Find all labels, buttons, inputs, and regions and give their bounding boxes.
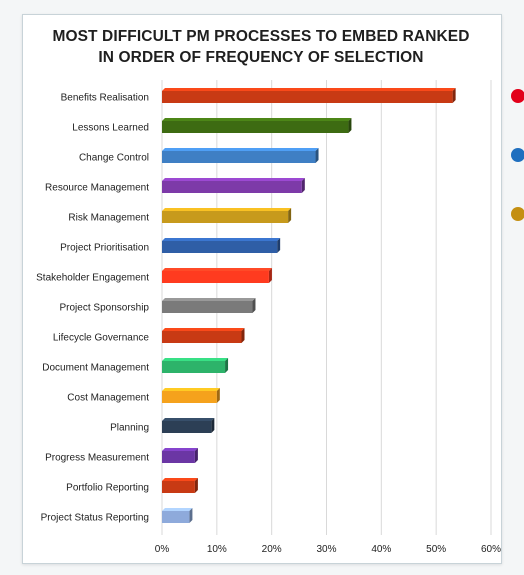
x-tick-labels: 0% 10% 20% 30% 40% 50% 60% xyxy=(155,544,501,555)
side-dot-red xyxy=(511,89,524,103)
side-dot-gold xyxy=(511,207,524,221)
x-tick-label: 20% xyxy=(262,544,282,555)
bar xyxy=(162,118,352,133)
category-label: Resource Management xyxy=(45,183,149,194)
bar xyxy=(162,298,256,313)
bars xyxy=(162,88,456,523)
category-label: Risk Management xyxy=(68,213,149,224)
category-label: Cost Management xyxy=(67,393,149,404)
x-tick-label: 40% xyxy=(371,544,391,555)
bar xyxy=(162,358,229,373)
bar xyxy=(162,238,281,253)
x-tick-label: 10% xyxy=(207,544,227,555)
chart-title-line-1: MOST DIFFICULT PM PROCESSES TO EMBED RAN… xyxy=(52,28,470,45)
category-label: Lifecycle Governance xyxy=(53,333,150,344)
x-tick-label: 30% xyxy=(316,544,336,555)
bar xyxy=(162,148,319,163)
chart-title: MOST DIFFICULT PM PROCESSES TO EMBED RAN… xyxy=(22,26,500,68)
category-label: Benefits Realisation xyxy=(61,93,149,104)
category-label: Lessons Learned xyxy=(72,123,149,134)
bar xyxy=(162,418,215,433)
bar xyxy=(162,268,272,283)
bar xyxy=(162,478,198,493)
category-label: Change Control xyxy=(79,153,149,164)
category-label: Project Sponsorship xyxy=(60,303,150,314)
category-label: Project Status Reporting xyxy=(41,513,149,524)
x-tick-label: 60% xyxy=(481,544,501,555)
category-label: Project Prioritisation xyxy=(60,243,149,254)
chart-title-line-2: IN ORDER OF FREQUENCY OF SELECTION xyxy=(98,49,424,66)
chart-card xyxy=(22,14,502,564)
bar xyxy=(162,88,456,103)
bar xyxy=(162,178,305,193)
side-dot-blue xyxy=(511,148,524,162)
x-tick-label: 50% xyxy=(426,544,446,555)
bar xyxy=(162,448,198,463)
category-label: Portfolio Reporting xyxy=(66,483,149,494)
category-labels: Benefits Realisation Lessons Learned Chang… xyxy=(36,93,149,524)
bar xyxy=(162,208,292,223)
x-tick-label: 0% xyxy=(155,544,170,555)
category-label: Stakeholder Engagement xyxy=(36,273,149,284)
bar xyxy=(162,508,193,523)
bar xyxy=(162,388,220,403)
category-label: Document Management xyxy=(42,363,149,374)
category-label: Planning xyxy=(110,423,149,434)
bar xyxy=(162,328,245,343)
category-label: Progress Measurement xyxy=(45,453,149,464)
